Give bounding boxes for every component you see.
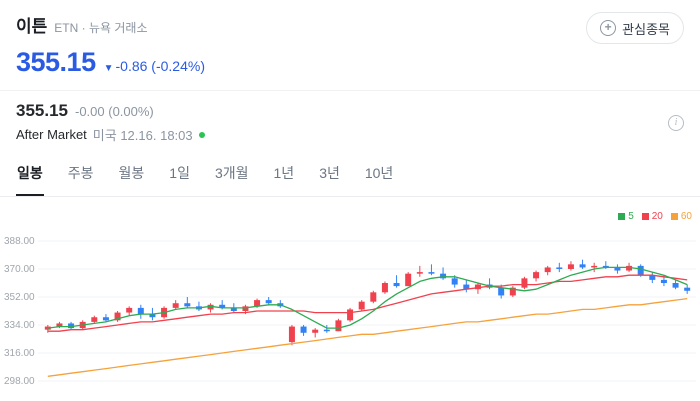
svg-text:388.00: 388.00	[4, 236, 35, 247]
after-market-change: -0.00 (0.00%)	[75, 104, 154, 119]
ma60-swatch	[670, 213, 678, 220]
title-wrap: 이튼 ETN · 뉴욕 거래소	[16, 12, 147, 37]
divider	[0, 90, 700, 91]
after-market-time: 미국 12.16. 18:03	[92, 128, 193, 143]
tab-monthly[interactable]: 월봉	[118, 165, 145, 181]
tab-1day[interactable]: 1일	[169, 165, 190, 181]
after-market-price: 355.15	[16, 101, 68, 120]
main-price: 355.15	[16, 47, 96, 77]
svg-text:334.00: 334.00	[4, 320, 35, 331]
change-value: -0.86 (-0.24%)	[115, 58, 205, 74]
stock-name: 이튼	[16, 17, 48, 36]
tab-3months[interactable]: 3개월	[214, 165, 249, 181]
market-open-dot	[198, 131, 205, 138]
svg-text:298.00: 298.00	[4, 376, 35, 387]
main-change: ▼ -0.86 (-0.24%)	[104, 58, 205, 74]
chart-section: 5 20 60 388.00 370.00 352.00 334.00 316.00 29…	[0, 205, 700, 401]
after-market-section: 355.15 -0.00 (0.00%) After Market 미국 12.…	[0, 91, 700, 144]
legend-ma20: 20	[641, 211, 663, 222]
ma20-swatch	[641, 213, 649, 220]
svg-text:316.00: 316.00	[4, 348, 35, 359]
main-price-row: 355.15 ▼ -0.86 (-0.24%)	[16, 47, 684, 78]
down-arrow-icon: ▼	[103, 63, 114, 74]
watchlist-button-label: 관심종목	[622, 21, 670, 37]
info-icon[interactable]: i	[668, 115, 684, 131]
tab-10years[interactable]: 10년	[364, 165, 394, 181]
market-label: ETN · 뉴욕 거래소	[54, 21, 148, 35]
candlestick-chart[interactable]: 388.00 370.00 352.00 334.00 316.00 298.00	[0, 205, 700, 401]
add-watchlist-button[interactable]: + 관심종목	[586, 12, 684, 44]
header: 이튼 ETN · 뉴욕 거래소 + 관심종목 355.15 ▼ -0.86 (-0…	[0, 0, 700, 78]
tab-weekly[interactable]: 주봉	[67, 165, 94, 181]
after-market-label: After Market	[16, 127, 87, 142]
plus-circle-icon: +	[600, 20, 617, 36]
period-tabs: 일봉 주봉 월봉 1일 3개월 1년 3년 10년	[0, 154, 700, 197]
tab-3years[interactable]: 3년	[319, 165, 340, 181]
ma-legend: 5 20 60	[618, 211, 692, 222]
legend-ma60: 60	[670, 211, 692, 222]
svg-text:352.00: 352.00	[4, 292, 35, 303]
tab-1year[interactable]: 1년	[273, 165, 295, 181]
legend-ma5: 5	[618, 211, 634, 222]
tab-daily[interactable]: 일봉	[16, 154, 44, 196]
svg-text:370.00: 370.00	[4, 264, 35, 275]
ma5-swatch	[618, 213, 626, 220]
